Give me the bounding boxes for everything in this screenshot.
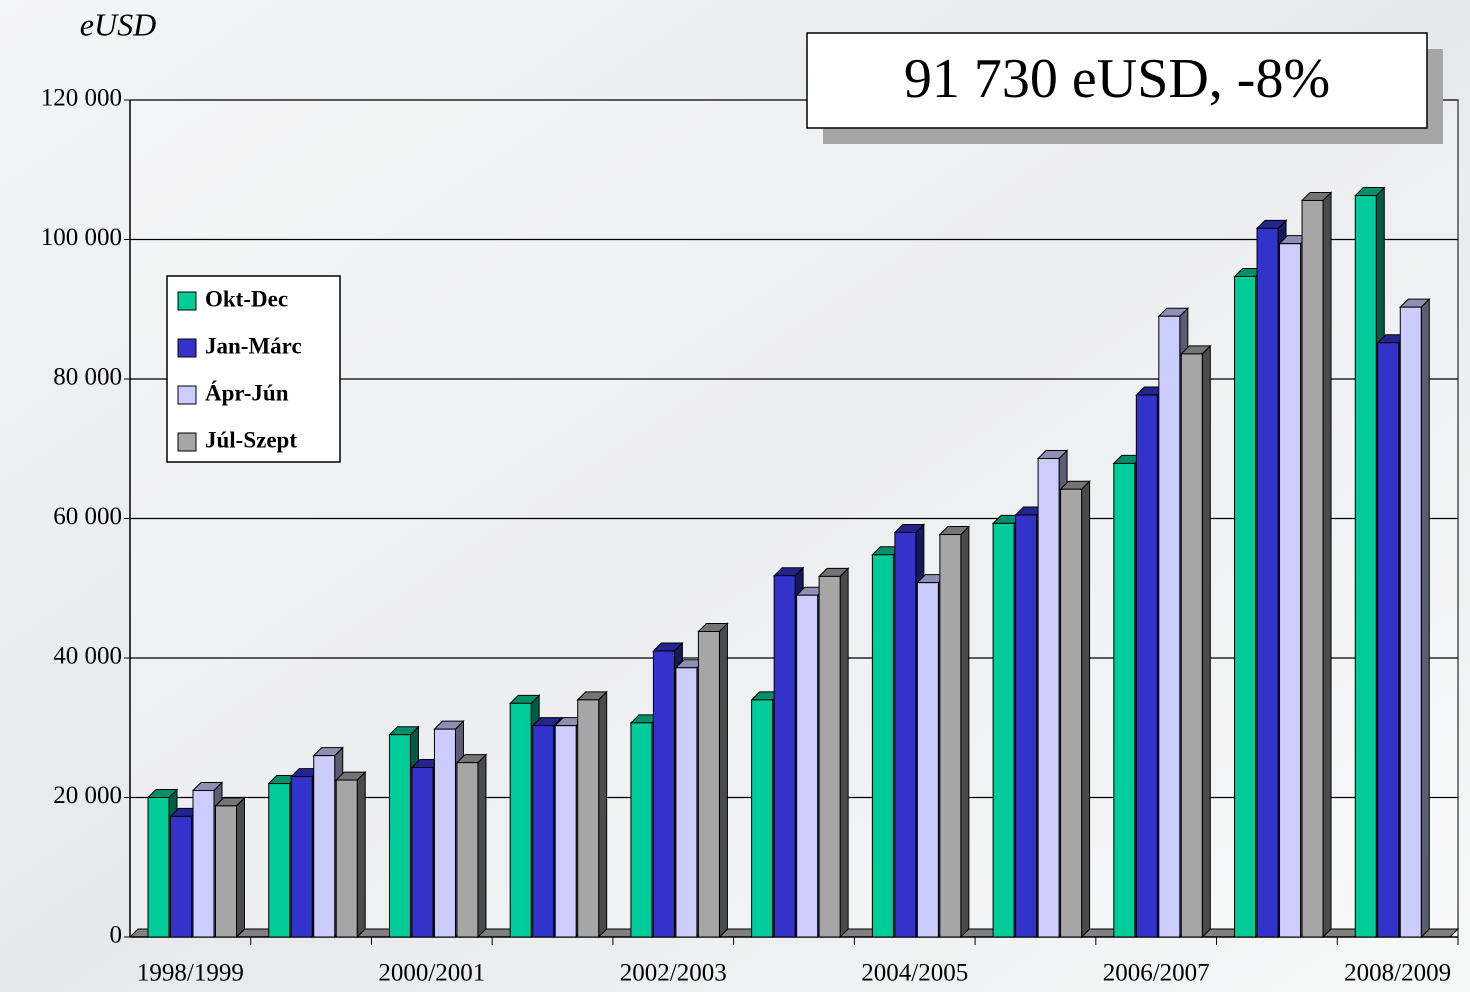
bar (335, 770, 367, 939)
bar (576, 690, 608, 939)
x-tick-label: 2002/2003 (620, 960, 727, 987)
y-tick-label: 40 000 (53, 643, 122, 670)
bar-front (796, 594, 819, 938)
bar-front (1037, 458, 1060, 938)
legend-label: Júl-Szept (205, 427, 297, 452)
bar-front (1135, 394, 1158, 938)
bar-front (192, 790, 215, 938)
y-tick-label: 80 000 (53, 364, 122, 391)
annotation-box (806, 32, 1428, 129)
legend-swatch (177, 338, 197, 358)
legend-label: Ápr-Jún (205, 380, 289, 405)
legend-swatch (177, 291, 197, 311)
bar-front (818, 575, 841, 938)
bar-front (1377, 342, 1400, 938)
bar-front (1301, 199, 1324, 938)
bar-side (839, 567, 849, 939)
bar-front (1158, 315, 1181, 938)
bar-front (268, 783, 291, 938)
bar-front (697, 630, 720, 938)
bar-front (916, 582, 939, 938)
legend-swatch (177, 432, 197, 452)
bar-side (718, 622, 728, 939)
bar-front (456, 762, 479, 938)
bar-front (290, 776, 313, 938)
y-tick-label: 20 000 (53, 782, 122, 809)
bar-front (751, 699, 774, 938)
bar-front (170, 815, 192, 938)
x-tick-label: 2000/2001 (378, 960, 485, 987)
y-tick-label: 120 000 (41, 85, 122, 112)
y-tick-label: 100 000 (41, 224, 122, 251)
bar-side (477, 753, 487, 939)
bar-front (652, 650, 675, 938)
bar (697, 622, 729, 939)
bar-side (356, 770, 366, 939)
bar-side (1322, 191, 1332, 939)
legend-label: Okt-Dec (205, 286, 288, 311)
bar (1180, 344, 1212, 939)
bar-front (147, 797, 170, 938)
bar-front (215, 805, 237, 938)
y-tick-label: 0 (110, 922, 123, 949)
bar-side (1201, 344, 1211, 939)
bar (1300, 191, 1333, 939)
bar-front (1234, 275, 1257, 938)
bar-side (960, 525, 970, 939)
bar-side (1420, 297, 1430, 939)
bar-front (388, 734, 411, 938)
bar-front (509, 702, 532, 938)
bar-front (532, 725, 555, 938)
bar-front (894, 531, 917, 938)
x-tick-label: 1998/1999 (137, 960, 244, 987)
bar (455, 753, 488, 939)
bar-front (630, 722, 653, 938)
bar-front (313, 755, 336, 938)
bar-front (1180, 353, 1203, 938)
bar-front (939, 534, 962, 938)
bar (1059, 479, 1091, 939)
y-tick-label: 60 000 (53, 503, 122, 530)
bar-front (335, 779, 358, 938)
annotation: 91 730 eUSD, -8% (904, 48, 1330, 110)
bar-front (1015, 514, 1038, 938)
bar-front (1256, 227, 1279, 938)
bar-side (598, 690, 608, 939)
bar (214, 796, 246, 939)
bar-front (554, 725, 577, 938)
bar-front (1113, 462, 1136, 938)
legend: Okt-Dec Jan-Márc Ápr-Jún Júl-Szept (166, 275, 341, 463)
bar-side (236, 796, 245, 939)
bar (938, 525, 971, 939)
bar-front (577, 699, 600, 938)
bar-front (871, 554, 894, 938)
bar-side (1081, 479, 1091, 939)
x-tick-label: 2006/2007 (1103, 960, 1210, 987)
bar-front (433, 728, 456, 938)
bar (817, 567, 850, 939)
bar-front (992, 522, 1015, 938)
bar-front (1279, 243, 1302, 938)
bar-front (1060, 488, 1083, 938)
bar-front (411, 767, 434, 938)
bar-front (1354, 195, 1377, 938)
legend-label: Jan-Márc (205, 333, 302, 358)
x-tick-label: 2004/2005 (861, 960, 968, 987)
bar (1399, 297, 1431, 939)
x-tick-label: 2008/2009 (1344, 960, 1451, 987)
legend-swatch (177, 385, 197, 405)
bar-front (675, 667, 698, 938)
y-axis-label: eUSD (80, 6, 156, 42)
bar-front (1399, 306, 1422, 938)
bar-front (773, 575, 796, 938)
